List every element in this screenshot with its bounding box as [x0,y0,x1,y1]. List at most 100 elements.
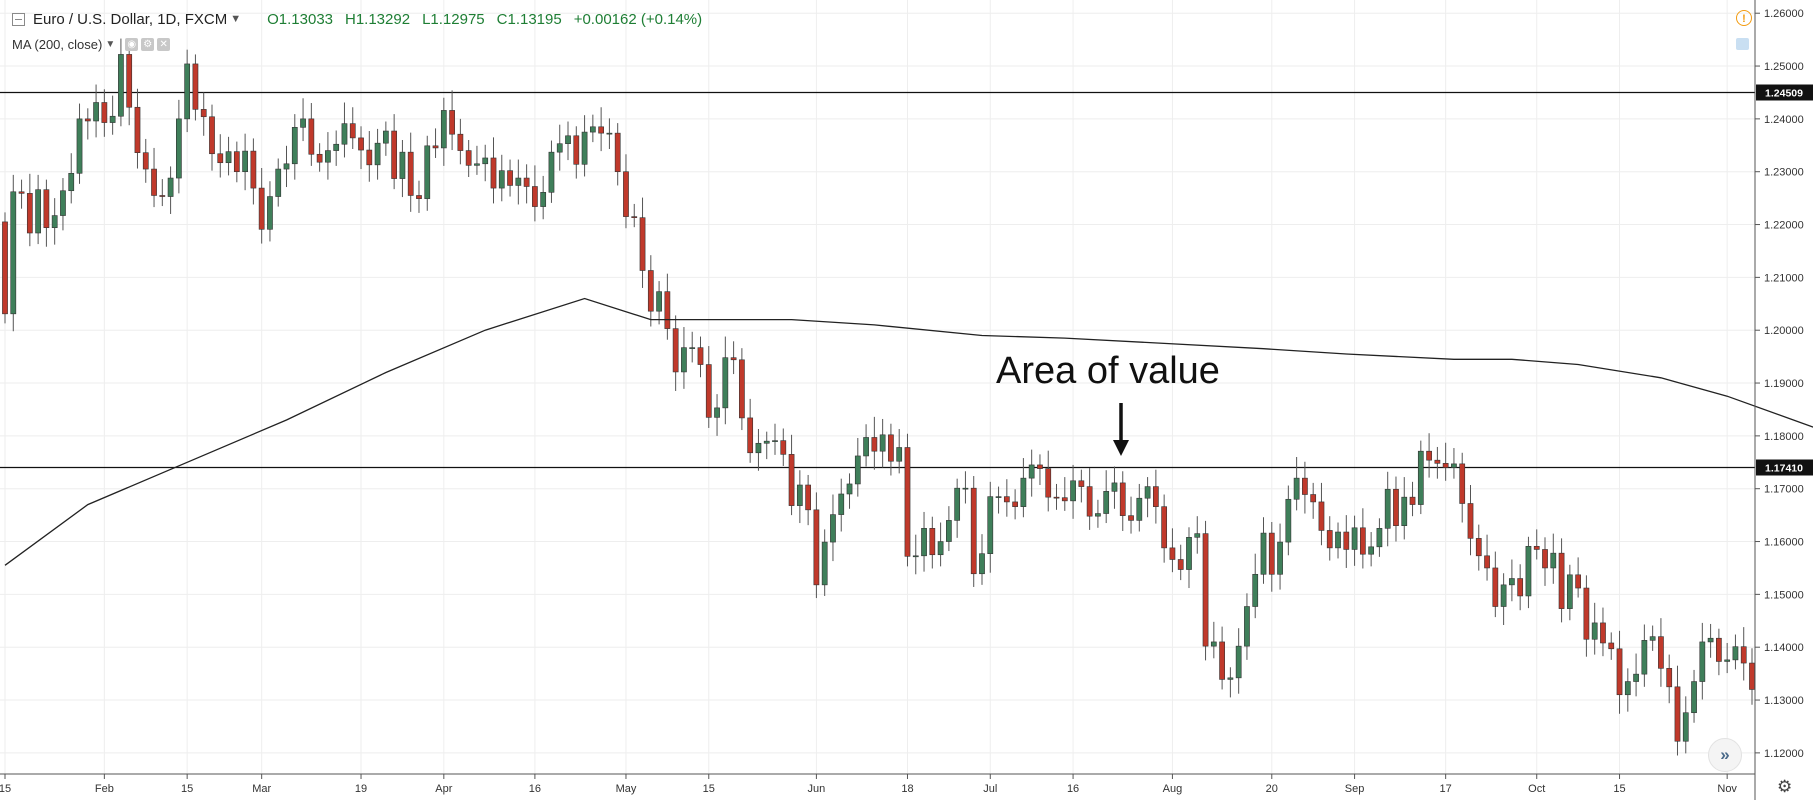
candle [788,434,795,516]
candle [1658,618,1664,687]
candle-body-up [1335,531,1341,549]
candle-body-up [283,163,290,170]
candle-body-up [1136,497,1143,521]
time-tick-label: 15 [181,783,193,795]
candle-body-down [664,291,671,329]
candle-body-down [813,509,820,586]
candle [639,197,646,288]
candle [1103,470,1110,524]
candle-body-down [1012,501,1018,507]
gear-icon[interactable]: ⚙ [141,38,155,51]
candle [440,97,447,166]
chevron-down-icon[interactable]: ▼ [230,13,242,25]
candle [1359,508,1366,569]
candle [846,473,853,509]
candle [192,54,199,121]
candle-body-up [1649,636,1656,641]
candle-body-up [1566,574,1573,609]
high-value: H1.13292 [345,10,411,28]
candle [507,159,513,197]
candle [647,255,654,327]
candle-body-down [2,221,8,315]
candle-body-up [987,496,994,554]
candle-body-up [796,484,803,506]
candle-body-up [1417,450,1424,505]
chevron-down-icon[interactable]: ▼ [105,39,116,50]
collapse-legend-icon[interactable] [12,12,25,26]
candle [946,506,952,552]
candle [730,341,737,375]
candle [1177,544,1184,581]
candle-body-down [1219,641,1225,680]
candle [126,43,133,126]
candle-body-down [84,118,91,122]
time-tick-label: 15 [0,783,11,795]
candle [1293,457,1300,511]
candle [109,95,116,135]
eye-icon[interactable]: ◉ [125,38,139,51]
candle-body-up [291,127,298,165]
candle-body-up [1707,637,1714,643]
candle [747,398,754,463]
candle [1666,654,1673,704]
close-icon[interactable]: ✕ [157,38,171,51]
candle [623,154,629,229]
candle [1716,628,1722,676]
candle [739,348,745,431]
time-tick-label: Sep [1345,783,1365,795]
candle [689,331,696,363]
candle-body-down [1343,531,1350,550]
scroll-to-realtime-button[interactable]: » [1708,738,1742,772]
candle-body-down [1161,506,1168,549]
candle [341,102,348,158]
candle [1475,524,1482,571]
symbol-title[interactable]: Euro / U.S. Dollar, 1D, FXCM [33,10,228,28]
candle [316,143,323,172]
candle [1326,516,1333,561]
candle-body-up [1111,482,1118,492]
candle [921,511,927,572]
candle [1616,630,1623,714]
candle [43,179,50,247]
indicator-label[interactable]: MA (200, close) [12,37,103,52]
price-tick-label: 1.25000 [1764,61,1804,73]
candle-body-down [209,116,215,155]
time-axis[interactable]: 15 Feb 15 Mar 19 Apr 16 May 15 Jun 18 Jul 16 Aug 20 Sep… [0,774,1813,795]
candle-body-up [1699,641,1706,682]
candle-body-down [1061,497,1068,502]
candle-body-up [548,151,555,193]
candle-body-down [672,328,679,373]
price-tick-label: 1.23000 [1764,167,1804,179]
warning-icon[interactable]: ! [1736,10,1752,26]
candle [697,336,704,378]
candle-body-up [1227,677,1234,680]
time-tick-label: Nov [1717,783,1737,795]
price-axis[interactable]: 1.12000 1.13000 1.14000 1.15000 1.16000 1.170… [1755,8,1813,760]
candle [1691,669,1697,723]
data-window-icon[interactable] [1736,38,1749,50]
candle-body-down [1078,480,1085,487]
candle [490,137,497,204]
price-tick-label: 1.12000 [1764,748,1804,760]
candle-body-down [308,118,315,155]
candle-body-up [1194,533,1201,538]
candle [962,471,969,504]
candle [1707,623,1714,658]
candle [780,428,787,466]
chart-legend-header: Euro / U.S. Dollar, 1D, FXCM ▼ O1.13033 … [12,8,714,30]
candle [184,49,191,133]
candle [482,144,489,182]
candle-body-up [763,440,770,444]
candle [1492,551,1499,618]
candle-body-up [68,172,75,192]
candle [1426,433,1432,478]
candle-body-down [705,364,712,418]
candle-body-down [1467,503,1474,539]
settings-gear-icon[interactable]: ⚙ [1777,777,1793,796]
candle [714,394,720,436]
candle [18,179,25,209]
candle [10,174,17,332]
candle [1376,518,1383,557]
candle [1525,536,1532,609]
